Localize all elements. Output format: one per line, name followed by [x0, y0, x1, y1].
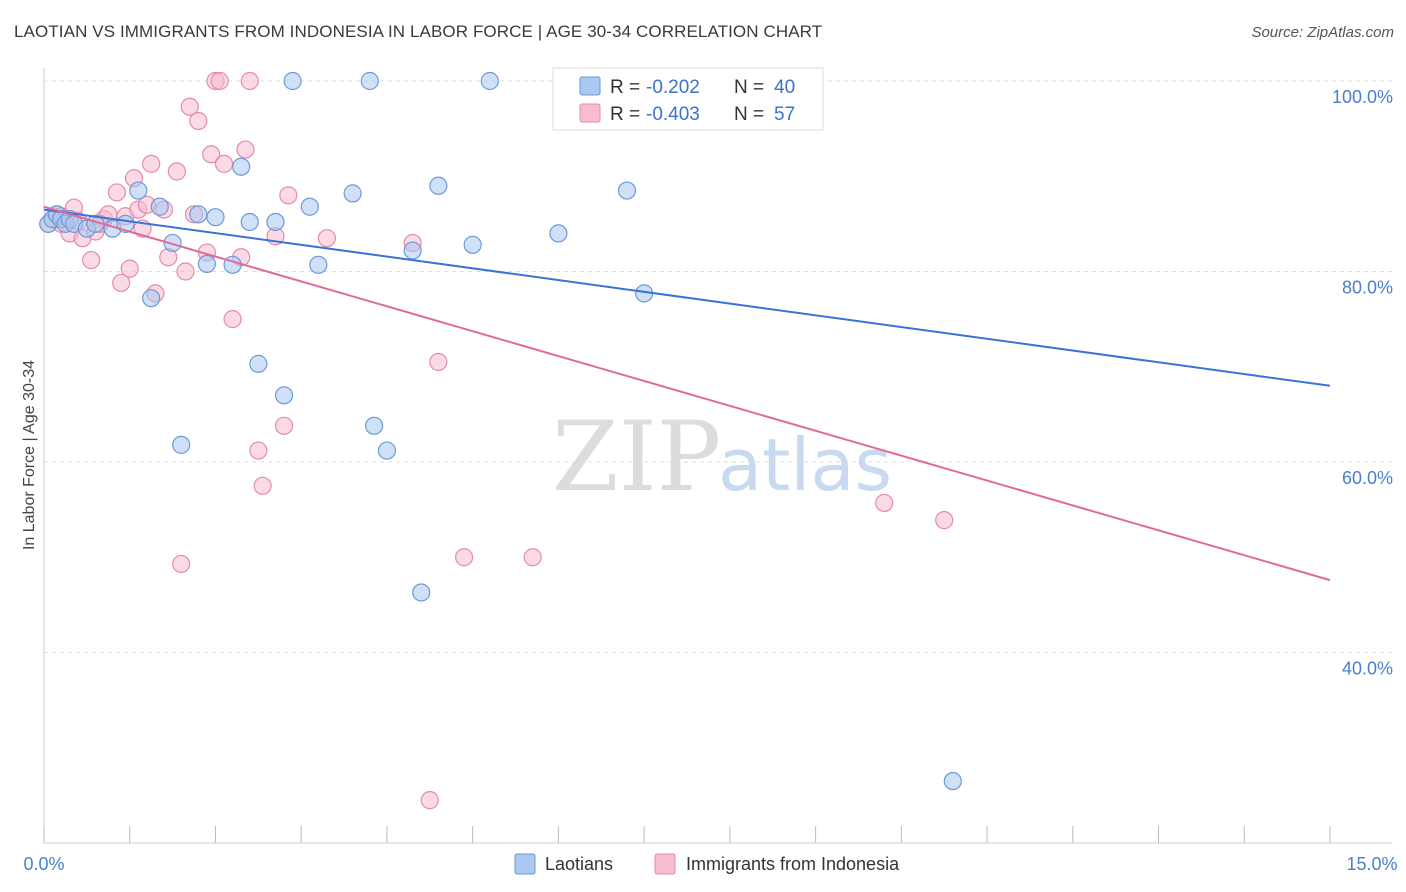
bottom-legend-indonesia: Immigrants from Indonesia: [686, 854, 900, 874]
indonesia-point-15: [120, 259, 139, 278]
y-tick-label-100: 100.0%: [1332, 87, 1393, 107]
laotian-point-14: [163, 233, 182, 253]
legend-n-label-laotians: N =: [734, 77, 764, 98]
indonesia-point-51: [875, 493, 894, 513]
laotian-point-32: [403, 241, 422, 260]
laotian-point-23: [266, 212, 285, 232]
indonesia-point-32: [210, 71, 229, 91]
laotian-point-36: [480, 71, 499, 91]
watermark: ZIP atlas: [552, 401, 892, 513]
indonesia-trend-line: [43, 205, 1331, 582]
indonesia-point-23: [167, 162, 186, 181]
laotian-trend-line: [43, 208, 1331, 387]
laotian-point-40: [943, 771, 962, 791]
watermark-zip: ZIP: [552, 401, 721, 513]
y-tick-label-40: 40.0%: [1342, 659, 1393, 679]
indonesia-point-34: [223, 310, 242, 329]
x-tick-label-min: 0.0%: [23, 854, 64, 874]
laotian-point-25: [283, 71, 302, 91]
laotian-point-18: [206, 208, 225, 227]
indonesia-point-38: [249, 441, 268, 460]
legend-n-label-indonesia: N =: [734, 104, 764, 125]
indonesia-point-26: [180, 97, 199, 116]
y-axis-label: In Labor Force | Age 30-34: [21, 360, 38, 550]
indonesia-point-46: [429, 352, 448, 372]
indonesia-point-28: [189, 111, 208, 131]
x-ticks: [43, 826, 1331, 843]
laotian-point-13: [150, 197, 169, 216]
laotian-point-17: [197, 254, 216, 273]
indonesia-point-24: [172, 554, 191, 574]
indonesia-point-12: [107, 183, 126, 202]
laotian-point-33: [412, 583, 431, 602]
legend-n-value-indonesia: 57: [774, 104, 795, 125]
source-label: Source: ZipAtlas.com: [1251, 24, 1394, 41]
laotian-point-22: [249, 354, 268, 373]
indonesia-point-37: [240, 71, 259, 91]
laotian-point-26: [300, 197, 319, 216]
laotian-point-38: [617, 181, 637, 200]
watermark-atlas: atlas: [718, 423, 892, 507]
legend-r-label-indonesia: R =: [610, 104, 640, 125]
laotian-point-37: [549, 224, 568, 243]
indonesia-point-48: [523, 548, 542, 567]
bottom-legend: Laotians Immigrants from Indonesia: [514, 853, 900, 875]
indonesia-point-13: [112, 273, 131, 293]
y-tick-labels: 100.0% 80.0% 60.0% 40.0%: [1332, 87, 1393, 679]
indonesia-point-36: [236, 140, 255, 159]
indonesia-point-8: [82, 250, 101, 270]
indonesia-point-19: [142, 154, 161, 173]
indonesia-point-41: [274, 416, 294, 435]
laotian-point-12: [142, 289, 161, 308]
laotian-point-20: [232, 157, 251, 176]
laotian-point-21: [240, 212, 259, 232]
indonesia-point-52: [935, 511, 954, 530]
laotian-point-24: [274, 386, 294, 405]
laotian-point-28: [343, 184, 362, 203]
legend-swatch-indonesia: [579, 103, 601, 123]
laotian-point-30: [364, 416, 384, 435]
trend-lines: [43, 205, 1331, 582]
laotian-point-35: [463, 235, 482, 254]
bottom-legend-laotians: Laotians: [545, 854, 613, 874]
indonesia-point-39: [253, 476, 272, 495]
bottom-legend-swatch-laotians: [514, 853, 536, 875]
axes: [43, 68, 1392, 844]
indonesia-point-43: [317, 229, 337, 248]
laotian-point-34: [429, 176, 448, 195]
legend-r-value-laotians: -0.202: [646, 77, 700, 98]
legend-r-label-laotians: R =: [610, 77, 640, 98]
laotian-point-11: [129, 181, 148, 200]
laotian-point-27: [309, 255, 328, 274]
indonesia-point-33: [214, 154, 234, 173]
indonesia-point-47: [454, 548, 474, 567]
laotian-point-15: [172, 435, 191, 454]
legend-swatch-laotians: [579, 76, 601, 96]
laotian-point-29: [360, 71, 379, 91]
chart-title: LAOTIAN VS IMMIGRANTS FROM INDONESIA IN …: [14, 22, 823, 41]
indonesia-point-45: [420, 791, 439, 810]
y-tick-label-80: 80.0%: [1342, 278, 1393, 298]
laotian-points: [39, 71, 962, 791]
indonesia-point-42: [279, 186, 298, 205]
stats-legend: R = -0.202 N = 40 R = -0.403 N = 57: [552, 67, 824, 131]
indonesia-point-30: [202, 145, 221, 164]
laotian-point-31: [377, 441, 397, 460]
laotian-point-16: [189, 205, 208, 224]
legend-r-value-indonesia: -0.403: [646, 104, 700, 125]
x-tick-label-max: 15.0%: [1346, 854, 1397, 874]
legend-n-value-laotians: 40: [774, 77, 795, 98]
bottom-legend-swatch-indonesia: [654, 853, 676, 875]
indonesia-point-25: [176, 262, 195, 281]
y-tick-label-60: 60.0%: [1342, 468, 1393, 488]
